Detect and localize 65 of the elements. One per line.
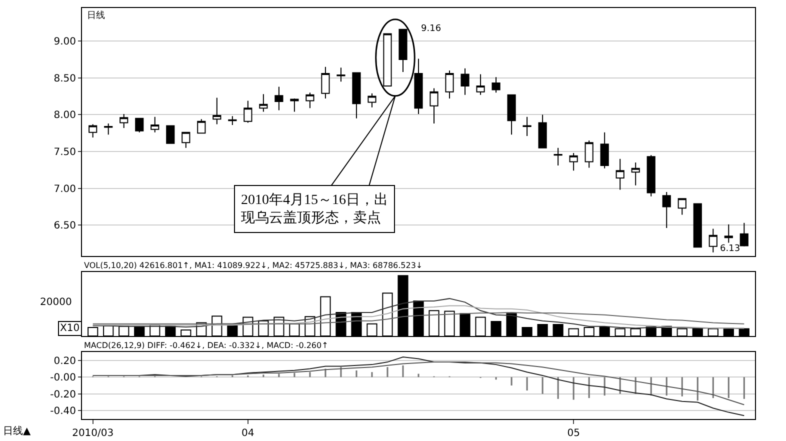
candlestick	[259, 94, 268, 112]
y-tick-label: 6.50	[54, 220, 76, 232]
y-tick-label: 8.00	[54, 110, 76, 122]
candlestick	[244, 100, 252, 124]
candlestick	[430, 88, 438, 124]
y-tick-label: -0.20	[50, 389, 76, 400]
x-tick-label: 04	[242, 428, 254, 439]
candlestick	[228, 116, 237, 126]
candlestick	[336, 67, 346, 82]
candlestick	[120, 113, 128, 128]
text: MACD(26,12,9) DIFF: -0.462↓, DEA: -0.332↓, MACD: -0.260↑	[84, 341, 328, 350]
candlestick	[150, 116, 160, 133]
text: VOL(5,10,20) 42616.801↑, MA1: 41089.922↓, MA2: 45725.883↓, MA3: 68786.523↓	[84, 261, 423, 270]
candlestick	[616, 158, 624, 190]
candlestick	[646, 154, 656, 197]
candlestick	[708, 228, 718, 253]
candlestick	[290, 98, 299, 112]
candlestick	[522, 116, 532, 137]
candlestick	[88, 124, 98, 138]
text: 20000	[40, 297, 72, 308]
candlestick	[383, 33, 392, 87]
candlestick	[662, 191, 671, 229]
candlestick	[182, 132, 190, 148]
y-tick-label: -0.00	[50, 372, 76, 384]
candlestick	[631, 162, 640, 186]
candlestick	[212, 97, 222, 125]
y-tick-label: 8.50	[54, 73, 76, 84]
y-tick-label: -0.40	[50, 406, 76, 418]
x-tick-label: 2010/03	[72, 428, 114, 439]
y-tick-label: 0.20	[54, 356, 76, 367]
candlestick	[445, 70, 454, 100]
candlestick	[135, 118, 144, 133]
candlestick	[740, 222, 748, 247]
candlestick	[398, 28, 408, 73]
y-tick-label: 7.50	[54, 147, 76, 158]
annotation: 2010年4月15～16日，出现乌云盖顶形态，卖点	[241, 192, 388, 226]
line-series	[92, 362, 745, 406]
candlestick	[166, 125, 175, 144]
annotation: 9.16	[421, 24, 442, 34]
candlestick	[693, 203, 702, 248]
text: X10	[60, 323, 80, 334]
candlestick	[600, 132, 609, 169]
candlestick	[352, 72, 361, 119]
candlestick	[274, 86, 284, 111]
candlestick	[460, 68, 470, 96]
candlestick	[554, 147, 562, 166]
candlestick	[569, 152, 578, 172]
candlestick	[678, 198, 686, 216]
x-tick-label: 05	[567, 428, 580, 439]
candlestick	[538, 114, 547, 148]
annotation: 日线	[87, 10, 105, 21]
candlestick	[197, 118, 206, 134]
candlestick	[476, 74, 485, 96]
candlestick	[724, 224, 733, 244]
candlestick	[492, 76, 500, 94]
candlestick	[104, 123, 113, 136]
y-tick-label: 9.00	[54, 36, 76, 48]
candlestick	[584, 140, 594, 168]
text: 日线▲	[3, 425, 31, 437]
candlestick	[321, 66, 330, 100]
annotation: 6.13	[720, 244, 740, 254]
candlestick	[507, 94, 516, 136]
candlestick	[306, 92, 314, 109]
y-tick-label: 7.00	[54, 184, 76, 195]
candlestick	[368, 92, 376, 108]
